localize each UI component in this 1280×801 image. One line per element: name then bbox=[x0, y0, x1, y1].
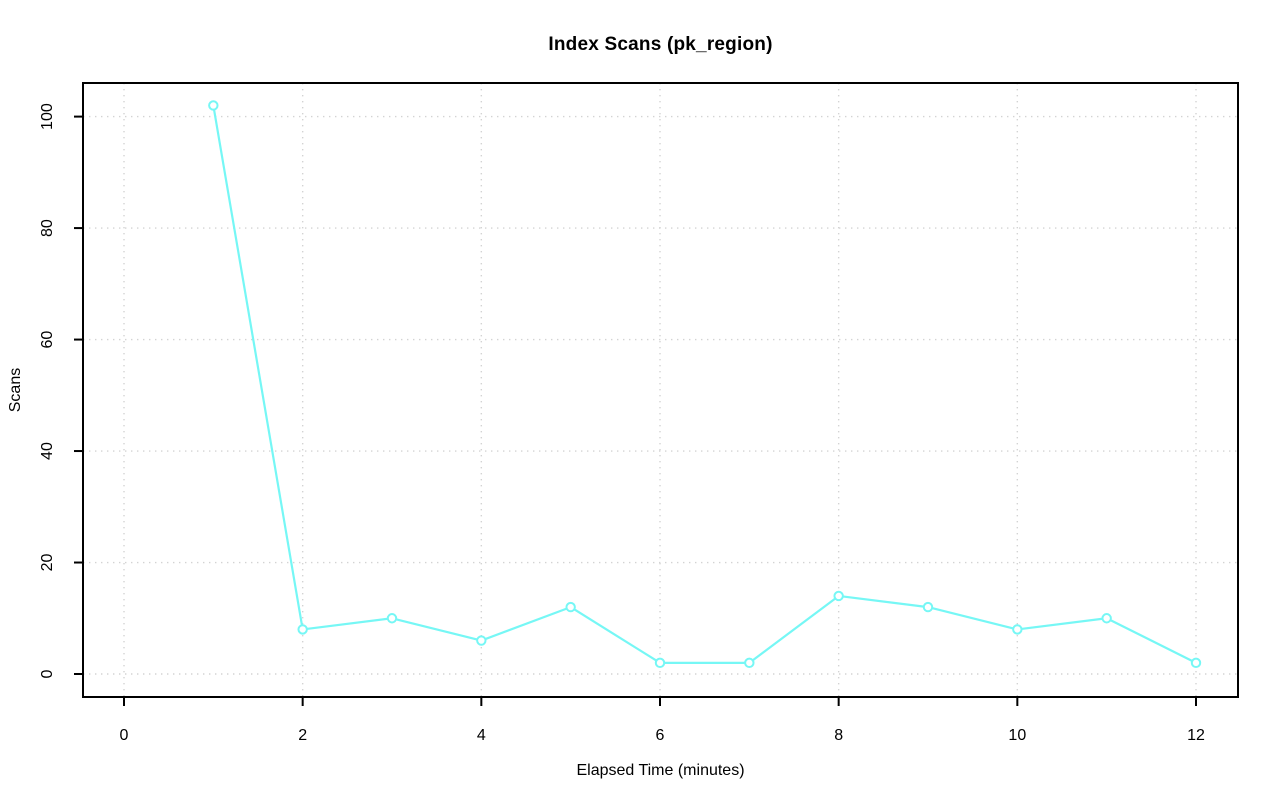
x-axis-title: Elapsed Time (minutes) bbox=[576, 762, 745, 779]
y-tick-label: 40 bbox=[39, 442, 56, 460]
x-tick-label: 10 bbox=[1008, 727, 1026, 744]
data-point bbox=[208, 100, 219, 111]
chart-title: Index Scans (pk_region) bbox=[548, 34, 773, 55]
data-point bbox=[386, 613, 398, 624]
x-tick-label: 4 bbox=[477, 727, 486, 744]
data-point bbox=[744, 657, 755, 669]
y-tick-label: 0 bbox=[39, 669, 56, 678]
data-point bbox=[833, 590, 844, 602]
y-axis-title: Scans bbox=[7, 367, 24, 413]
data-point bbox=[654, 657, 666, 669]
y-tick-label: 100 bbox=[39, 103, 56, 130]
data-point bbox=[1012, 624, 1023, 635]
data-point bbox=[922, 601, 934, 613]
y-tick-label: 60 bbox=[39, 331, 56, 349]
x-tick-label: 2 bbox=[298, 727, 307, 744]
y-tick-label: 20 bbox=[39, 554, 56, 572]
data-point bbox=[1101, 613, 1112, 624]
data-point bbox=[297, 624, 308, 635]
series-line bbox=[212, 104, 1198, 664]
x-tick-label: 6 bbox=[656, 727, 665, 744]
x-tick-label: 8 bbox=[834, 727, 843, 744]
x-tick-label: 0 bbox=[120, 727, 129, 744]
y-tick-label: 80 bbox=[39, 219, 56, 237]
data-point bbox=[1190, 657, 1202, 669]
data-point bbox=[565, 601, 576, 613]
data-point bbox=[476, 635, 487, 646]
x-tick-label: 12 bbox=[1187, 727, 1205, 744]
